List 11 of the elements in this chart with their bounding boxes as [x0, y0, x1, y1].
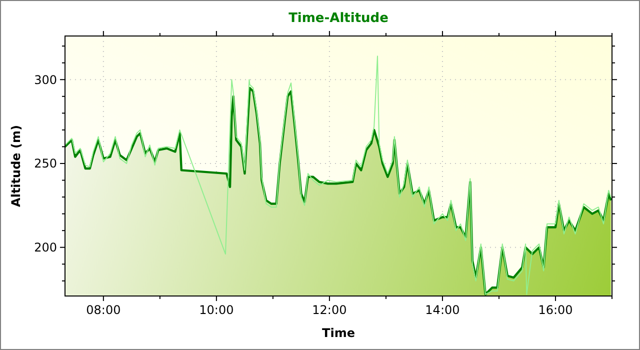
y-axis-title: Altitude (m) — [9, 125, 23, 207]
y-tick-label: 300 — [34, 72, 57, 87]
chart-title: Time-Altitude — [288, 11, 389, 26]
x-tick-label: 12:00 — [312, 303, 347, 317]
x-axis-title: Time — [322, 326, 355, 340]
y-tick-label: 250 — [34, 156, 57, 171]
y-tick-label: 200 — [34, 240, 57, 255]
x-tick-label: 16:00 — [538, 303, 573, 317]
x-tick-label: 10:00 — [199, 303, 234, 317]
x-tick-label: 14:00 — [425, 303, 460, 317]
x-tick-label: 08:00 — [86, 303, 121, 317]
